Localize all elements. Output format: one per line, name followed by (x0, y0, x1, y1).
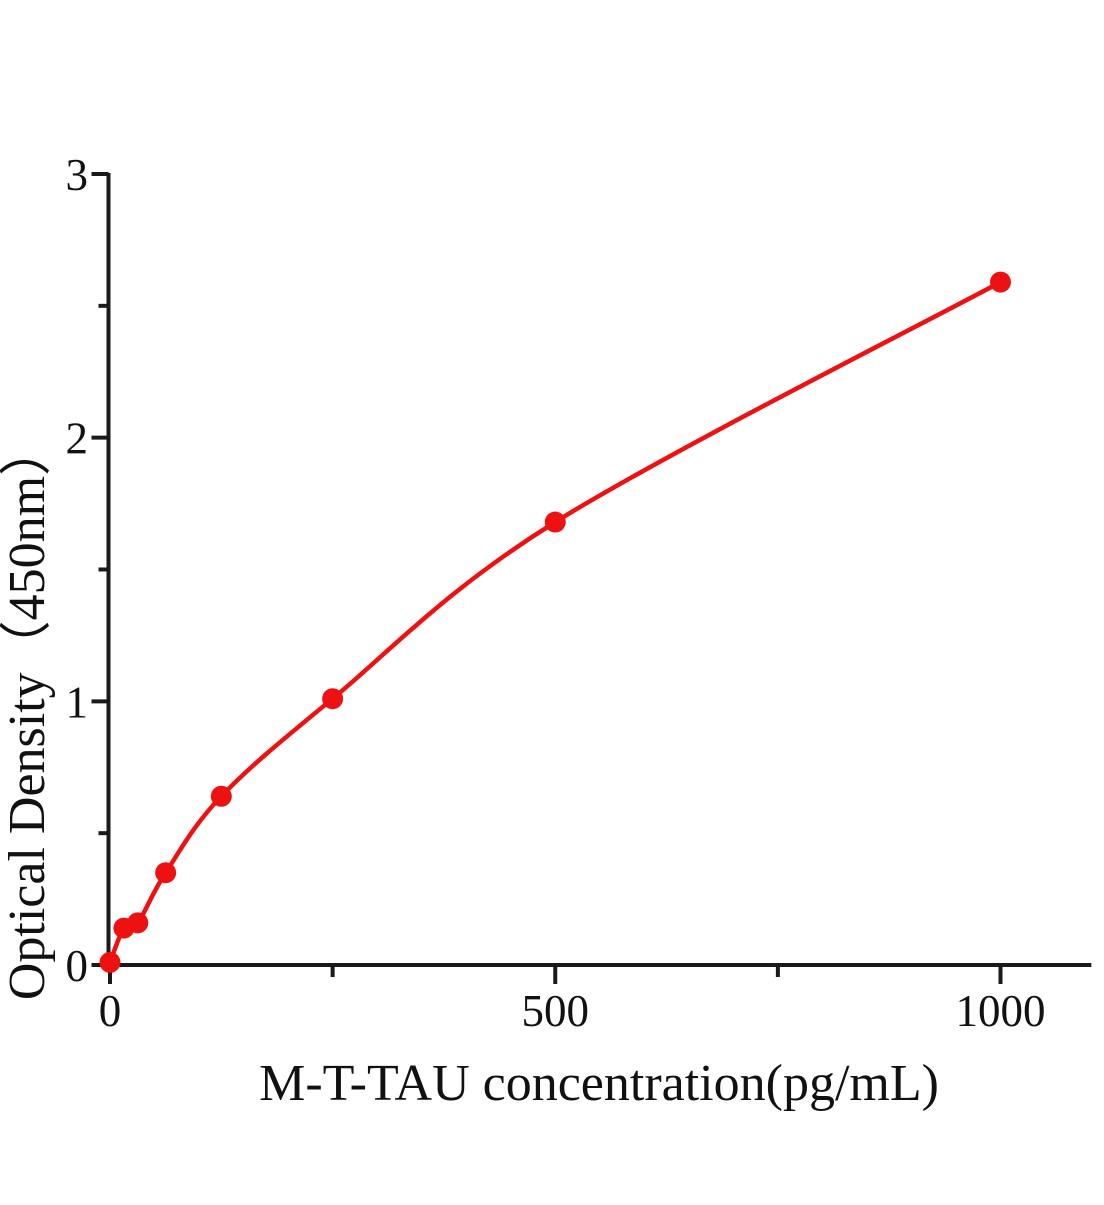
series-layer (99, 271, 1011, 973)
x-tick-label: 0 (99, 986, 122, 1036)
y-tick-label: 3 (66, 150, 89, 200)
y-tick-label: 2 (66, 414, 89, 464)
y-axis-title: Optical Density（450nm） (0, 424, 56, 1000)
data-point-marker (990, 271, 1011, 293)
data-point-marker (127, 912, 149, 934)
y-tick-label: 0 (66, 941, 89, 991)
tick-label-layer: 0 1 2 3 0 500 1000 (66, 150, 1046, 1036)
x-tick-label: 500 (522, 986, 590, 1036)
data-point-marker (155, 862, 177, 884)
data-point-marker (210, 785, 232, 807)
y-tick-label: 1 (66, 677, 89, 727)
x-tick-label: 1000 (956, 986, 1046, 1036)
data-point-marker (99, 951, 121, 973)
standard-curve-line (107, 279, 1003, 965)
axes-layer (91, 172, 1092, 984)
x-axis-title: M-T-TAU concentration(pg/mL) (259, 1055, 939, 1112)
data-point-marker (544, 511, 566, 533)
data-point-marker (322, 688, 344, 710)
